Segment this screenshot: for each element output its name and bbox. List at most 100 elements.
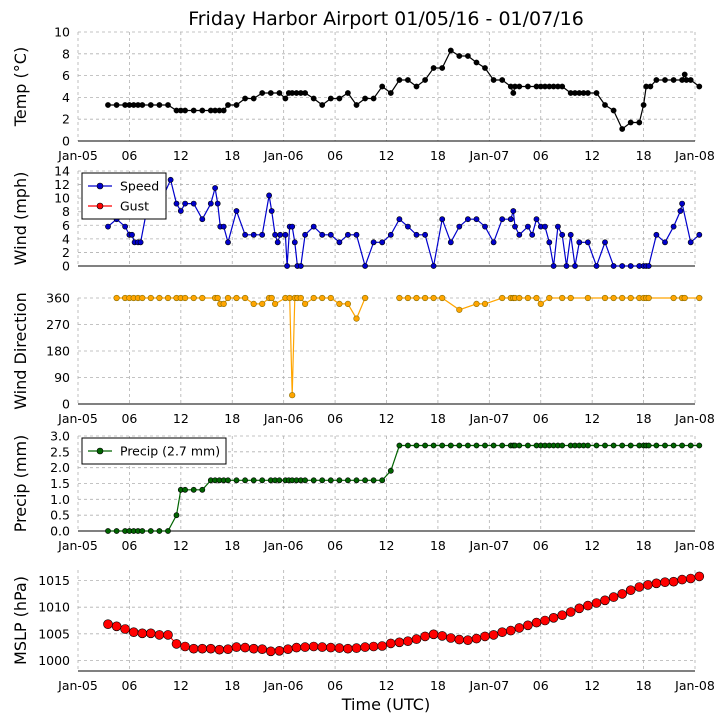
- x-tick-label: Jan-05: [57, 678, 98, 693]
- mslp-data-point: [103, 619, 113, 630]
- direction-data-point: [297, 294, 304, 302]
- y-tick-label: 360: [46, 291, 70, 306]
- precip-data-point: [473, 442, 480, 449]
- precip-data-point: [190, 486, 197, 493]
- wind-data-point: [550, 263, 557, 269]
- y-tick-label: 10: [54, 191, 70, 206]
- mslp-data-point: [454, 634, 465, 645]
- wind-data-point: [233, 208, 240, 214]
- direction-data-point: [289, 392, 296, 399]
- wind-data-point: [291, 239, 298, 246]
- temp-data-point: [602, 102, 608, 108]
- direction-data-point: [319, 294, 326, 302]
- wind-data-point: [576, 239, 583, 246]
- direction-data-point: [481, 300, 489, 308]
- wind-data-point: [250, 231, 257, 238]
- mslp-data-point: [377, 641, 388, 651]
- wind-data-point: [563, 263, 570, 269]
- y-tick-label: 6: [62, 68, 70, 83]
- mslp-data-point: [385, 638, 396, 649]
- mslp-data-point: [351, 643, 362, 653]
- temp-data-point: [344, 90, 351, 96]
- y-tick-label: 0: [62, 397, 70, 412]
- x-tick-label: 18: [224, 148, 240, 163]
- x-tick-label: 06: [533, 678, 549, 693]
- x-tick-label: 06: [533, 411, 549, 426]
- direction-data-point: [302, 300, 309, 308]
- temp-data-point: [220, 107, 227, 114]
- mslp-y-axis-label: MSLP (hPa): [11, 576, 30, 665]
- mslp-data-point: [625, 585, 636, 596]
- mslp-data-point: [574, 603, 585, 614]
- direction-data-point: [670, 294, 677, 302]
- wind-data-point: [199, 216, 206, 223]
- wind-data-point: [533, 216, 540, 223]
- precip-data-point: [404, 442, 411, 449]
- wind-data-point: [242, 231, 248, 238]
- mslp-data-point: [540, 615, 550, 626]
- precip-data-point: [370, 477, 377, 484]
- direction-data-point: [537, 300, 544, 308]
- temp-data-point: [105, 102, 111, 108]
- y-tick-label: 4: [62, 231, 70, 246]
- precip-data-point: [439, 442, 446, 449]
- temp-data-point: [640, 102, 647, 108]
- mslp-data-point: [214, 644, 225, 655]
- precip-data-point: [627, 442, 634, 449]
- temp-data-point: [370, 95, 377, 102]
- mslp-data-point: [283, 644, 293, 655]
- wind-data-point: [268, 208, 275, 214]
- temp-data-point: [113, 102, 120, 108]
- wind-data-point: [370, 239, 377, 246]
- mslp-data-point: [497, 627, 508, 638]
- direction-data-point: [156, 294, 163, 302]
- temp-data-point: [636, 119, 643, 126]
- wind-data-point: [555, 223, 561, 230]
- mslp-data-point: [668, 576, 679, 587]
- mslp-data-point: [523, 620, 533, 631]
- wind-data-point: [687, 239, 694, 246]
- wind-data-point: [277, 231, 284, 238]
- temp-series-line: [108, 49, 700, 130]
- y-tick-label: 12: [54, 177, 70, 192]
- direction-data-point: [681, 294, 688, 302]
- x-tick-label: 12: [584, 678, 600, 693]
- temp-data-point: [182, 107, 188, 114]
- precip-data-point: [464, 442, 471, 449]
- y-tick-label: 270: [46, 317, 70, 332]
- mslp-data-point: [334, 643, 345, 653]
- precip-data-point: [610, 442, 617, 449]
- wind-data-point: [430, 263, 437, 269]
- wind-data-point: [319, 231, 326, 238]
- temp-data-point: [310, 95, 317, 102]
- mslp-data-point: [171, 639, 182, 649]
- wind-data-point: [585, 239, 591, 246]
- x-tick-label: Jan-05: [57, 148, 98, 163]
- x-tick-label: 12: [584, 411, 600, 426]
- wind-data-point: [447, 239, 454, 246]
- x-tick-label: 12: [173, 148, 189, 163]
- x-tick-label: 12: [173, 411, 189, 426]
- temp-data-point: [559, 83, 566, 90]
- y-tick-label: 1.0: [50, 492, 70, 507]
- wind-data-point: [670, 223, 677, 230]
- temp-data-point: [670, 77, 677, 83]
- wind-data-point: [507, 216, 514, 223]
- mslp-data-point: [343, 643, 353, 654]
- temp-data-point: [199, 107, 206, 114]
- precip-data-point: [619, 442, 626, 449]
- y-tick-label: 2: [62, 245, 70, 260]
- legend-swatch-marker: [96, 202, 104, 210]
- x-tick-label: 18: [430, 538, 446, 553]
- precip-data-point: [319, 477, 326, 484]
- wind-data-point: [212, 185, 218, 191]
- wind-data-point: [387, 231, 394, 238]
- wind-data-point: [439, 216, 446, 223]
- precip-data-point: [456, 442, 463, 449]
- temp-data-point: [147, 102, 154, 108]
- mslp-data-point: [403, 636, 413, 647]
- wind-data-point: [529, 231, 536, 238]
- mslp-data-point: [154, 630, 165, 640]
